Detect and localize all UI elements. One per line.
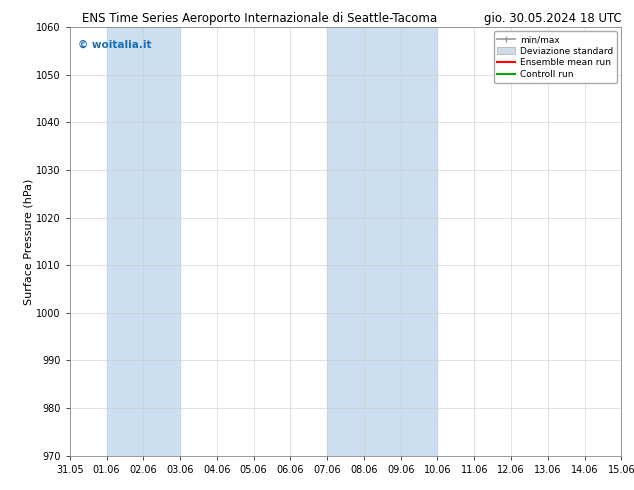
Text: gio. 30.05.2024 18 UTC: gio. 30.05.2024 18 UTC [484, 12, 621, 25]
Bar [327, 27, 437, 456]
Y-axis label: Surface Pressure (hPa): Surface Pressure (hPa) [23, 178, 34, 304]
Legend: min/max, Deviazione standard, Ensemble mean run, Controll run: min/max, Deviazione standard, Ensemble m… [494, 31, 617, 83]
Bar [621, 27, 634, 456]
Text: © woitalia.it: © woitalia.it [78, 40, 152, 50]
Bar [107, 27, 180, 456]
Text: ENS Time Series Aeroporto Internazionale di Seattle-Tacoma: ENS Time Series Aeroporto Internazionale… [82, 12, 437, 25]
